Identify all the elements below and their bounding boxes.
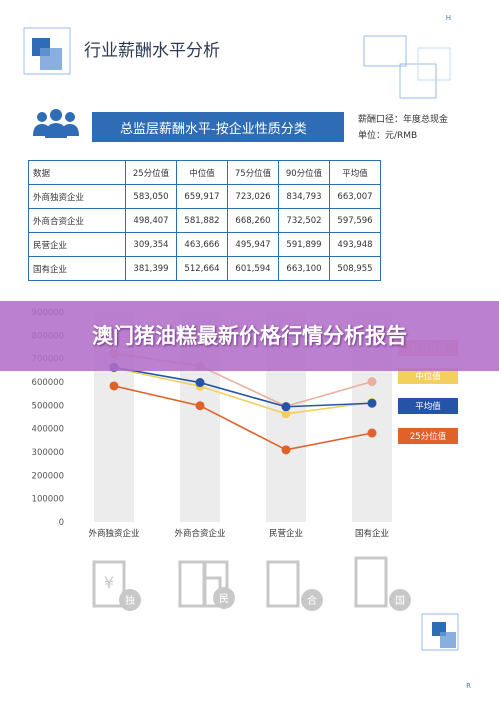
badge-he: 合 (307, 594, 317, 607)
y-tick-label: 100000 (32, 495, 64, 505)
legend-swatch (398, 398, 458, 414)
table-cell: 495,947 (227, 232, 279, 257)
building-icons-row: ¥ 独 民 合 国 (92, 556, 411, 611)
table-cell: 581,882 (176, 208, 228, 233)
table-cell: 498,407 (125, 208, 177, 233)
table-cell: 834,793 (278, 184, 330, 209)
series-point (109, 381, 119, 391)
badge-circle (119, 589, 141, 611)
x-category-label: 外商合资企业 (174, 528, 225, 539)
page-title: 行业薪酬水平分析 (84, 41, 220, 61)
table-header-cell: 75分位值 (227, 160, 279, 185)
y-tick-label: 0 (59, 518, 64, 528)
table-cell: 国有企业 (28, 256, 126, 281)
salary-table: 数据 25分位值 中位值 75分位值 90分位值 平均值 外商独资企业 583,… (28, 160, 381, 281)
table-cell: 381,399 (125, 256, 177, 281)
building-icon (178, 560, 206, 608)
y-tick-label: 300000 (32, 448, 64, 458)
x-category-label: 外商独资企业 (88, 528, 139, 539)
table-cell: 663,007 (329, 184, 381, 209)
decorative-squares-right (363, 35, 451, 99)
table-row: 外商合资企业 498,407 581,882 668,260 732,502 5… (28, 208, 381, 233)
decorative-squares-bottom (421, 613, 459, 651)
y-tick-label: 200000 (32, 471, 64, 481)
building-yuan-icon (92, 560, 126, 608)
series-point (281, 402, 291, 412)
legend-label: 中位值 (415, 371, 441, 382)
table-cell: 601,594 (227, 256, 279, 281)
y-tick-label: 600000 (32, 378, 64, 388)
series-line (113, 366, 373, 408)
table-cell: 597,596 (329, 208, 381, 233)
badge-guo: 国 (395, 595, 405, 607)
section-banner: 总监层薪酬水平-按企业性质分类 (92, 112, 344, 142)
table-cell: 663,100 (278, 256, 330, 281)
decorative-squares-top (23, 27, 71, 75)
x-category-label: 国有企业 (355, 528, 389, 539)
table-cell: 723,026 (227, 184, 279, 209)
series-point (281, 445, 291, 455)
table-header-cell: 中位值 (176, 160, 228, 185)
badge-du: 独 (125, 594, 135, 607)
badge-circle (389, 589, 411, 611)
table-cell: 659,917 (176, 184, 228, 209)
table-cell: 583,050 (125, 184, 177, 209)
series-point (195, 378, 205, 388)
table-cell: 外商独资企业 (28, 184, 126, 209)
badge-circle (301, 589, 323, 611)
table-cell: 508,955 (329, 256, 381, 281)
unit-note: 单位：元/RMB (358, 131, 418, 141)
pay-basis-note: 薪酬口径：年度总现金 (358, 115, 449, 125)
series-line (113, 385, 373, 451)
y-tick-label: 400000 (32, 425, 64, 435)
series-point (367, 377, 377, 387)
table-cell: 民营企业 (28, 232, 126, 257)
legend-swatch (398, 428, 458, 444)
people-icon (33, 109, 79, 138)
overlay-title: 澳门猪油糕最新价格行情分析报告 (92, 323, 407, 348)
corner-mark-top: H (445, 14, 451, 22)
table-cell: 463,666 (176, 232, 228, 257)
table-cell: 512,664 (176, 256, 228, 281)
table-cell: 668,260 (227, 208, 279, 233)
yuan-glyph: ¥ (104, 573, 114, 592)
legend-swatch (398, 368, 458, 384)
series-point (281, 409, 291, 419)
series-point (367, 398, 377, 408)
table-header-cell: 25分位值 (125, 160, 177, 185)
table-cell: 591,899 (278, 232, 330, 257)
x-category-label: 民营企业 (269, 528, 303, 539)
table-row: 外商独资企业 583,050 659,917 723,026 834,793 6… (28, 184, 381, 209)
badge-circle (213, 587, 235, 609)
corner-mark-bottom: R (466, 682, 471, 690)
table-header-cell: 90分位值 (278, 160, 330, 185)
series-point (367, 428, 377, 438)
legend-label: 平均值 (415, 401, 441, 412)
table-row: 民营企业 309,354 463,666 495,947 591,899 493… (28, 232, 381, 257)
building-min-icon (203, 560, 229, 608)
table-cell: 309,354 (125, 232, 177, 257)
table-row: 国有企业 381,399 512,664 601,594 663,100 508… (28, 256, 381, 281)
table-header-cell: 平均值 (329, 160, 381, 185)
table-cell: 外商合资企业 (28, 208, 126, 233)
overlay-banner: 澳门猪油糕最新价格行情分析报告 (0, 301, 499, 371)
series-point (195, 401, 205, 411)
table-header-row: 数据 25分位值 中位值 75分位值 90分位值 平均值 (28, 160, 381, 185)
building-guo-icon (354, 556, 388, 608)
table-header-cell: 数据 (28, 160, 126, 185)
table-cell: 732,502 (278, 208, 330, 233)
building-he-icon (266, 560, 300, 608)
legend-label: 25分位值 (410, 431, 447, 442)
series-line (113, 367, 373, 415)
badge-min: 民 (219, 593, 229, 605)
y-tick-label: 500000 (32, 401, 64, 411)
table-cell: 493,948 (329, 232, 381, 257)
